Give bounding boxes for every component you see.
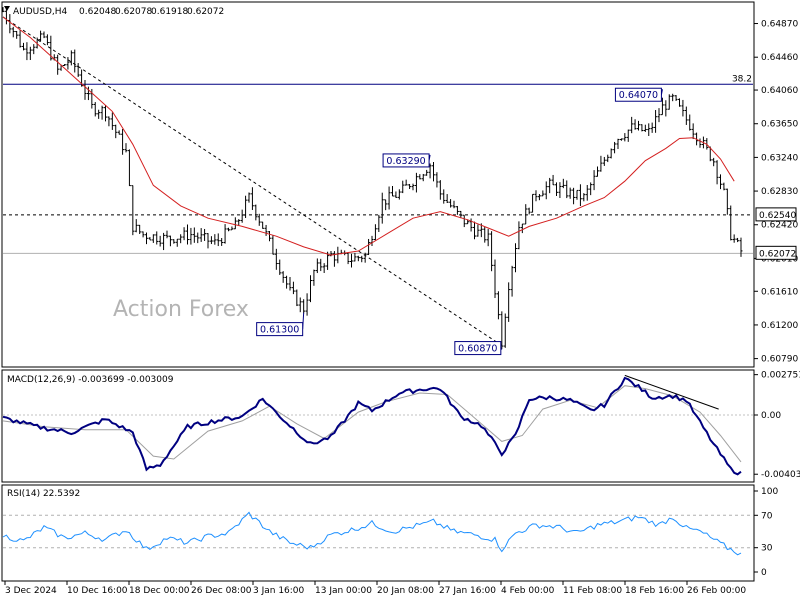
price-y-tick-label: 0.64870 xyxy=(761,20,798,30)
x-axis-tick-label: 10 Dec 16:00 xyxy=(67,586,128,596)
annotation-label: 0.63290 xyxy=(386,156,425,167)
price-y-tick-label: 0.60790 xyxy=(761,355,798,365)
watermark: Action Forex xyxy=(113,297,249,322)
fib-level-label: 38.2 xyxy=(732,74,752,84)
x-axis-tick-label: 13 Jan 00:00 xyxy=(315,586,372,596)
price-y-tick-label: 0.63650 xyxy=(761,120,798,130)
rsi-y-tick-label: 100 xyxy=(761,487,778,497)
price-y-tick-label: 0.64460 xyxy=(761,53,798,63)
last-price-label: 0.62072 xyxy=(759,249,796,259)
x-axis-tick-label: 11 Feb 08:00 xyxy=(563,586,622,596)
x-axis-tick-label: 4 Feb 00:00 xyxy=(501,586,555,596)
price-y-tick-label: 0.62830 xyxy=(761,187,798,197)
annotation-label: 0.61300 xyxy=(260,325,299,336)
x-axis-tick-label: 18 Dec 00:00 xyxy=(129,586,190,596)
rsi-y-tick-label: 0 xyxy=(761,568,767,578)
x-axis-tick-label: 3 Jan 16:00 xyxy=(253,586,305,596)
macd-panel-frame xyxy=(2,370,754,482)
x-axis-tick-label: 27 Jan 16:00 xyxy=(439,586,496,596)
ohlc-close: 0.62072 xyxy=(187,7,224,17)
symbol-header: AUDUSD,H4 xyxy=(13,7,68,17)
x-axis-tick-label: 20 Jan 08:00 xyxy=(377,586,434,596)
x-axis-tick-label: 26 Feb 00:00 xyxy=(687,586,746,596)
x-axis-tick-label: 26 Dec 08:00 xyxy=(191,586,252,596)
x-axis-tick-label: 18 Feb 16:00 xyxy=(625,586,684,596)
macd-y-tick-label: -0.004038 xyxy=(761,470,800,480)
rsi-y-tick-label: 70 xyxy=(761,511,773,521)
price-y-tick-label: 0.61200 xyxy=(761,321,798,331)
macd-y-tick-label: 0.002751 xyxy=(761,371,800,381)
macd-header: MACD(12,26,9) -0.003699 -0.003009 xyxy=(7,375,174,385)
rsi-y-tick-label: 30 xyxy=(761,544,773,554)
ohlc-open: 0.62048 xyxy=(79,7,116,17)
x-axis-tick-label: 3 Dec 2024 xyxy=(5,586,57,596)
price-y-tick-label: 0.63240 xyxy=(761,153,798,163)
ohlc-high: 0.62078 xyxy=(115,7,152,17)
price-y-tick-label: 0.64060 xyxy=(761,86,798,96)
ohlc-low: 0.61918 xyxy=(151,7,188,17)
price-y-tick-label: 0.62420 xyxy=(761,221,798,231)
price-y-tick-label: 0.61610 xyxy=(761,287,798,297)
rsi-header: RSI(14) 22.5392 xyxy=(7,489,80,499)
annotation-label: 0.60870 xyxy=(458,344,497,355)
level-price-label: 0.62540 xyxy=(759,211,796,221)
annotation-label: 0.64070 xyxy=(619,90,658,101)
macd-y-tick-label: 0.00 xyxy=(761,411,781,421)
